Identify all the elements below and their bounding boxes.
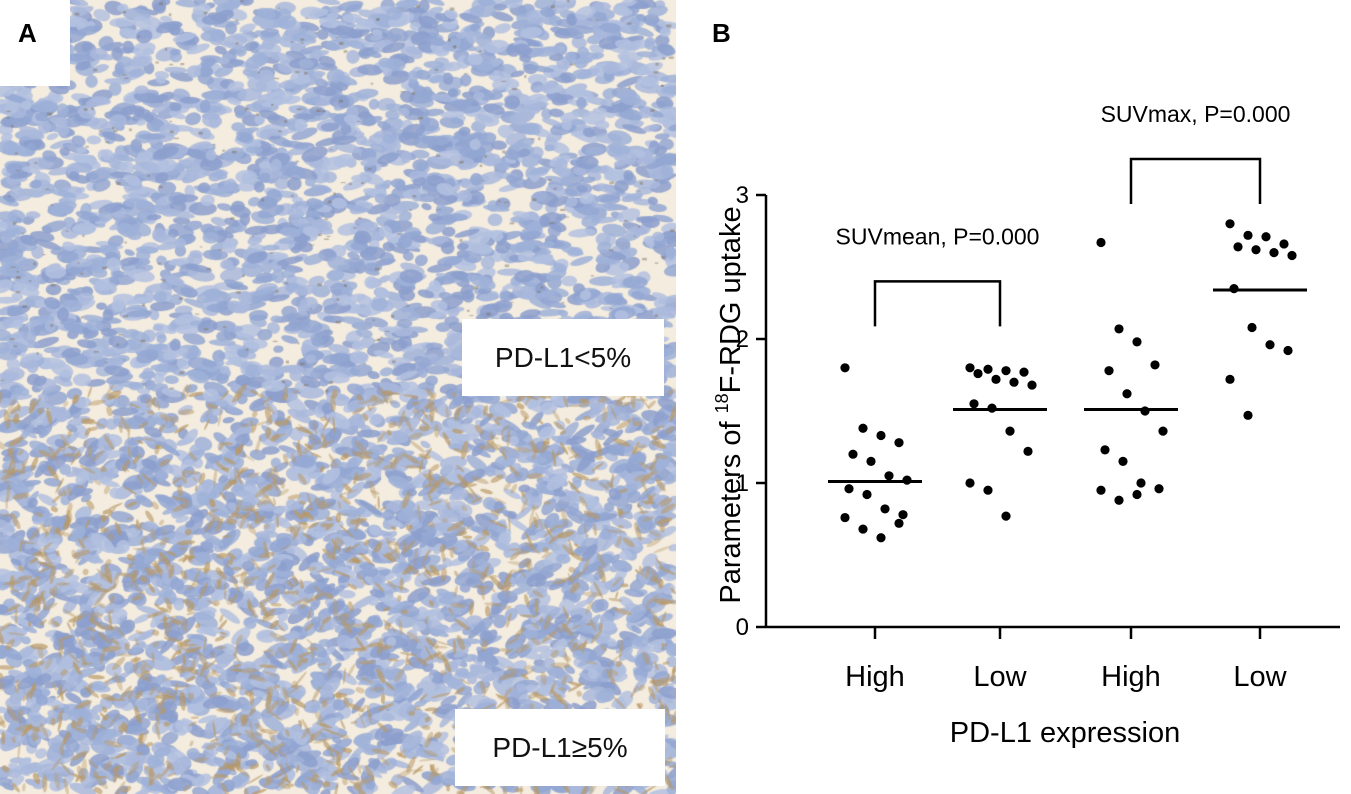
y-axis-label: Parameters of 18F-RDG uptake: [712, 206, 747, 603]
data-point: [1027, 380, 1037, 390]
significance-label: SUVmean, P=0.000: [836, 223, 1040, 249]
data-point: [1005, 426, 1015, 436]
data-point: [983, 485, 993, 495]
region-label-low: PD-L1<5%: [462, 319, 664, 396]
data-point: [1243, 410, 1253, 420]
panel-a-micrograph: A PD-L1<5% PD-L1≥5%: [0, 0, 676, 794]
data-point: [894, 438, 904, 448]
data-point: [1225, 219, 1235, 229]
y-tick-label: 3: [736, 182, 749, 209]
data-point: [1233, 242, 1243, 252]
data-point: [858, 423, 868, 433]
data-point: [876, 430, 886, 441]
panel-b-letter: B: [712, 18, 731, 48]
data-point: [1096, 237, 1106, 248]
x-axis-label: PD-L1 expression: [950, 717, 1181, 749]
data-point: [1122, 389, 1132, 399]
significance-bracket: [873, 280, 1002, 327]
data-point: [965, 363, 975, 373]
data-point: [898, 510, 908, 520]
region-label-high: PD-L1≥5%: [455, 709, 665, 786]
data-point: [1023, 446, 1033, 456]
significance-label: SUVmax, P=0.000: [1101, 101, 1291, 127]
data-point: [862, 489, 872, 500]
data-point: [1154, 484, 1164, 494]
data-point: [1283, 345, 1293, 356]
y-tick-label: 2: [736, 326, 749, 353]
data-point: [1001, 511, 1011, 521]
data-point: [973, 368, 983, 379]
data-point: [1009, 377, 1019, 387]
data-point: [1261, 232, 1271, 242]
data-point: [965, 478, 975, 488]
data-point: [1243, 230, 1253, 240]
data-point: [1265, 340, 1275, 350]
data-point: [1287, 250, 1297, 261]
panel-a-letter: A: [18, 18, 37, 48]
data-point: [848, 449, 858, 459]
data-point: [991, 374, 1001, 384]
data-point: [866, 456, 876, 466]
data-point: [894, 518, 904, 528]
data-point: [1136, 478, 1146, 488]
ihc-micrograph-image: [0, 0, 676, 794]
data-point: [1251, 245, 1261, 255]
data-point: [1158, 426, 1168, 436]
x-tick-label: Low: [973, 661, 1027, 693]
data-point: [1096, 485, 1106, 495]
data-point: [1114, 324, 1124, 334]
data-point: [880, 504, 890, 514]
data-point: [1019, 367, 1029, 377]
data-point: [1132, 489, 1142, 500]
x-tick-label: Low: [1233, 661, 1287, 693]
data-point: [983, 364, 993, 374]
significance-bracket: [1129, 157, 1262, 204]
chart-plot-area: 0 1 2 3 High Low High Low SUVmean, P=0.000 SUVmax…: [736, 101, 1340, 693]
panel-a-letter-box: [0, 0, 70, 86]
data-point: [1001, 366, 1011, 376]
data-point: [1225, 374, 1235, 384]
y-tick-label: 0: [736, 614, 749, 641]
data-point: [969, 399, 979, 409]
data-point: [1118, 456, 1128, 466]
data-point: [884, 471, 894, 481]
data-point: [858, 524, 868, 534]
data-point: [1150, 360, 1160, 370]
data-point: [1100, 445, 1110, 455]
x-tick-label: High: [845, 661, 905, 693]
scatter-chart: 0 1 2 3 High Low High Low SUVmean, P=0.000 SUVmax…: [712, 101, 1340, 749]
data-point: [1269, 248, 1279, 258]
x-tick-label: High: [1101, 661, 1161, 693]
data-point: [1132, 337, 1142, 347]
y-tick-label: 1: [736, 470, 749, 497]
data-point: [1114, 495, 1124, 505]
data-point: [1279, 239, 1289, 249]
data-point: [844, 484, 854, 494]
data-point: [876, 533, 886, 543]
data-point: [1104, 366, 1114, 376]
data-point: [1247, 322, 1257, 333]
data-point: [840, 512, 850, 523]
data-point: [840, 363, 850, 373]
